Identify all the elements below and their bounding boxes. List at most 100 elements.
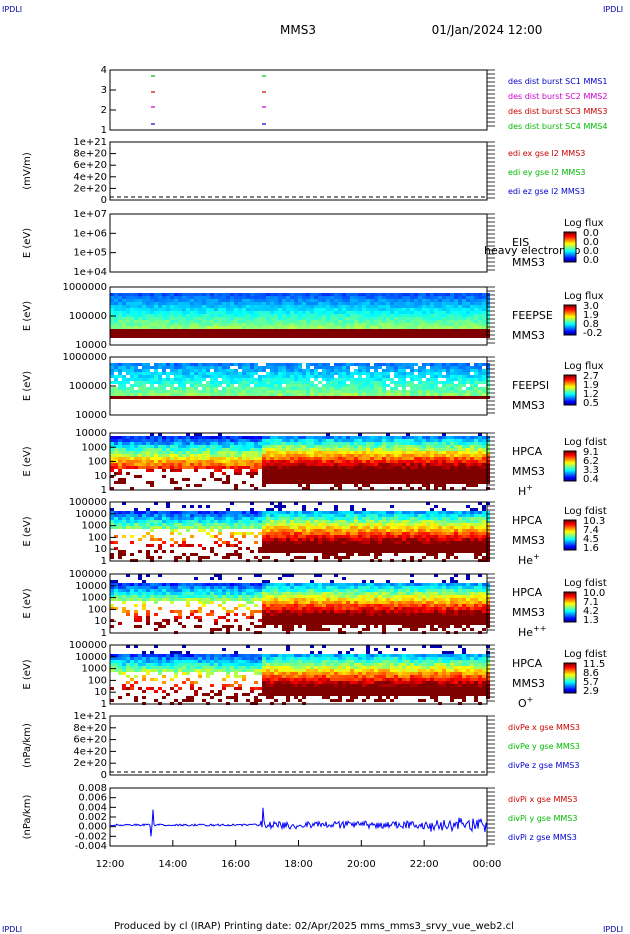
species-charge: + <box>526 483 533 492</box>
y-tick-label: 1000 <box>82 664 107 675</box>
y-tick-label: 1000 <box>82 442 107 453</box>
colorbar <box>563 519 577 551</box>
y-tick-label: 6e+20 <box>73 160 107 171</box>
instrument-label: MMS3 <box>512 677 545 690</box>
y-tick-label: 10000 <box>75 509 107 520</box>
colorbar-tick: 8.6 <box>583 668 599 679</box>
x-tick-label: 12:00 <box>96 859 125 870</box>
legend-entry: edi ez gse l2 MMS3 <box>508 187 585 196</box>
panel-6: 10000 1000 100 10 1 E (eV) HPCA MMS3 H+ Log fdist… <box>22 428 607 498</box>
colorbar-title: Log fdist <box>564 578 607 589</box>
colorbar <box>563 304 577 336</box>
y-tick-label: 0.008 <box>78 783 107 794</box>
species-label: O+ <box>518 695 533 710</box>
colorbar-tick: 4.5 <box>583 534 599 545</box>
y-tick-label: 10000 <box>75 652 107 663</box>
y-axis-label: E (eV) <box>22 446 33 476</box>
colorbar-tick: 0.4 <box>583 474 599 485</box>
colorbar-tick: 1.9 <box>583 380 599 391</box>
y-tick-label: 4e+20 <box>73 172 107 183</box>
y-tick-label: 0 <box>101 195 107 206</box>
colorbar-tick: 6.2 <box>583 456 599 467</box>
y-tick-label: 1 <box>101 125 107 136</box>
panel-4: 1000000 100000 10000 E (eV) FEEPSE MMS3 Log fl… <box>22 282 604 351</box>
corner-label-top-right: IPDLI <box>603 5 623 14</box>
y-tick-label: 100 <box>88 604 107 615</box>
instrument-label: EIS <box>512 236 529 249</box>
species-name: H <box>518 485 526 498</box>
y-tick-label: -0.002 <box>75 831 107 842</box>
y-tick-label: 100000 <box>69 569 107 580</box>
species-label: H+ <box>518 483 533 498</box>
colorbar-title: Log fdist <box>564 506 607 517</box>
y-tick-label: 100000 <box>69 640 107 651</box>
colorbar-tick: 0.0 <box>583 228 599 239</box>
species-name: O <box>518 697 527 710</box>
colorbar <box>563 662 577 694</box>
colorbar-tick: 3.3 <box>583 465 599 476</box>
colorbar-tick: 3.0 <box>583 301 599 312</box>
legend-entry: divPe y gse MMS3 <box>508 742 580 751</box>
y-tick-label: 10000 <box>75 428 107 439</box>
y-tick-label: 1 <box>101 556 107 567</box>
panel-5: 1000000 100000 10000 E (eV) FEEPSI MMS3 Log fl… <box>22 352 604 421</box>
colorbar-tick: 5.7 <box>583 677 599 688</box>
y-tick-label: 100 <box>88 675 107 686</box>
species-name: He <box>518 626 533 639</box>
y-tick-label: 1000 <box>82 593 107 604</box>
colorbar-tick: 0.5 <box>583 398 599 409</box>
panel-frame <box>109 644 488 705</box>
colorbar-tick: 2.7 <box>583 371 599 382</box>
y-tick-label: 8e+20 <box>73 149 107 160</box>
corner-label-bottom-left: IPDLI <box>2 925 22 934</box>
page-date: 01/Jan/2024 12:00 <box>432 23 543 37</box>
species-charge: + <box>533 552 540 561</box>
panel-frame <box>109 573 488 634</box>
y-tick-label: 10000 <box>75 340 107 351</box>
instrument-label: HPCA <box>512 657 543 670</box>
x-tick-label: 16:00 <box>221 859 250 870</box>
y-axis-label: (nPa/km) <box>22 795 33 840</box>
species-charge: ++ <box>533 624 546 633</box>
legend-entry: divPi y gse MMS3 <box>508 814 577 823</box>
legend-entry: divPi x gse MMS3 <box>508 795 577 804</box>
y-tick-label: 0.004 <box>78 802 107 813</box>
species-label: He+ <box>518 552 540 567</box>
colorbar-tick: 0.0 <box>583 255 599 266</box>
y-tick-label: 1 <box>101 699 107 710</box>
y-tick-label: 100000 <box>69 497 107 508</box>
colorbar-tick: 7.1 <box>583 597 599 608</box>
colorbar <box>563 231 577 263</box>
y-axis-label: E (eV) <box>22 228 33 258</box>
overlay-text: heavy electron to <box>484 244 581 257</box>
colorbar-title: Log flux <box>564 361 604 372</box>
y-axis-label: (mV/m) <box>22 152 33 190</box>
colorbar <box>563 374 577 406</box>
y-tick-label: 2 <box>101 105 107 116</box>
legend-entry: divPi z gse MMS3 <box>508 833 577 842</box>
colorbar-tick: 7.4 <box>583 525 599 536</box>
instrument-label: MMS3 <box>512 329 545 342</box>
legend-entry: des dist burst SC2 MMS2 <box>508 92 607 101</box>
y-tick-label: 1000 <box>82 521 107 532</box>
y-axis-label: E (eV) <box>22 371 33 401</box>
colorbar-tick: 2.9 <box>583 686 599 697</box>
y-axis-label: E (eV) <box>22 516 33 546</box>
instrument-label: HPCA <box>512 586 543 599</box>
legend-entry: divPe x gse MMS3 <box>508 723 580 732</box>
y-tick-label: 10 <box>94 544 107 555</box>
colorbar-tick: 0.8 <box>583 319 599 330</box>
y-tick-label: 0.006 <box>78 793 107 804</box>
y-tick-label: 10000 <box>75 581 107 592</box>
y-tick-label: 1e+07 <box>73 209 107 220</box>
y-axis-label: (nPa/km) <box>22 723 33 768</box>
x-tick-label: 14:00 <box>158 859 187 870</box>
instrument-label: FEEPSI <box>512 379 549 392</box>
y-tick-label: 1e+06 <box>73 228 107 239</box>
